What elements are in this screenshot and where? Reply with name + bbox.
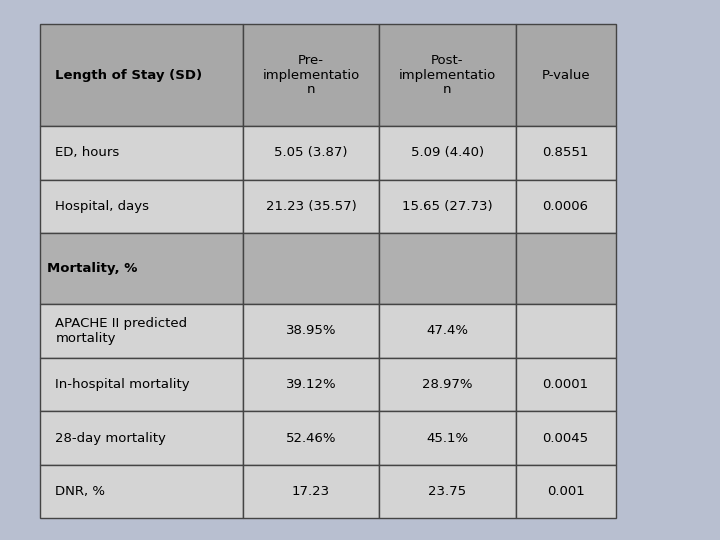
Text: 17.23: 17.23: [292, 485, 330, 498]
Bar: [379, 465, 516, 518]
Bar: [40, 180, 243, 233]
Text: DNR, %: DNR, %: [55, 485, 105, 498]
Text: APACHE II predicted
mortality: APACHE II predicted mortality: [55, 317, 188, 345]
Bar: [243, 24, 379, 126]
Bar: [516, 411, 616, 465]
Text: 15.65 (27.73): 15.65 (27.73): [402, 200, 492, 213]
Bar: [379, 126, 516, 180]
Bar: [243, 411, 379, 465]
Text: Post-
implementatio
n: Post- implementatio n: [399, 54, 496, 96]
Bar: [40, 411, 243, 465]
Bar: [243, 304, 379, 357]
Bar: [516, 304, 616, 357]
Text: 0.0045: 0.0045: [542, 431, 589, 444]
Bar: [40, 304, 243, 357]
Bar: [40, 465, 243, 518]
Text: 5.09 (4.40): 5.09 (4.40): [411, 146, 484, 159]
Text: 0.0006: 0.0006: [543, 200, 588, 213]
Text: ED, hours: ED, hours: [55, 146, 120, 159]
Bar: [516, 126, 616, 180]
Text: 28-day mortality: 28-day mortality: [55, 431, 166, 444]
Bar: [379, 357, 516, 411]
Bar: [243, 126, 379, 180]
Text: 0.8551: 0.8551: [542, 146, 589, 159]
Text: 39.12%: 39.12%: [286, 378, 336, 391]
Bar: [379, 411, 516, 465]
Bar: [379, 180, 516, 233]
Bar: [40, 357, 243, 411]
Text: Pre-
implementatio
n: Pre- implementatio n: [262, 54, 359, 96]
Text: 0.001: 0.001: [546, 485, 585, 498]
Bar: [516, 180, 616, 233]
Bar: [379, 24, 516, 126]
Bar: [379, 304, 516, 357]
Text: In-hospital mortality: In-hospital mortality: [55, 378, 190, 391]
Bar: [40, 24, 243, 126]
Bar: [243, 180, 379, 233]
Bar: [516, 357, 616, 411]
Text: 52.46%: 52.46%: [286, 431, 336, 444]
Text: 28.97%: 28.97%: [422, 378, 472, 391]
Text: P-value: P-value: [541, 69, 590, 82]
Bar: [243, 465, 379, 518]
Text: 0.0001: 0.0001: [542, 378, 589, 391]
Bar: [516, 233, 616, 304]
Text: 21.23 (35.57): 21.23 (35.57): [266, 200, 356, 213]
Bar: [516, 465, 616, 518]
Bar: [243, 233, 379, 304]
Text: 47.4%: 47.4%: [426, 325, 468, 338]
Text: 5.05 (3.87): 5.05 (3.87): [274, 146, 348, 159]
Bar: [40, 233, 243, 304]
Bar: [243, 357, 379, 411]
Text: Mortality, %: Mortality, %: [47, 262, 138, 275]
Text: 45.1%: 45.1%: [426, 431, 469, 444]
Bar: [40, 126, 243, 180]
Text: Hospital, days: Hospital, days: [55, 200, 150, 213]
Bar: [516, 24, 616, 126]
Bar: [379, 233, 516, 304]
Text: Length of Stay (SD): Length of Stay (SD): [55, 69, 202, 82]
Text: 38.95%: 38.95%: [286, 325, 336, 338]
Text: 23.75: 23.75: [428, 485, 467, 498]
